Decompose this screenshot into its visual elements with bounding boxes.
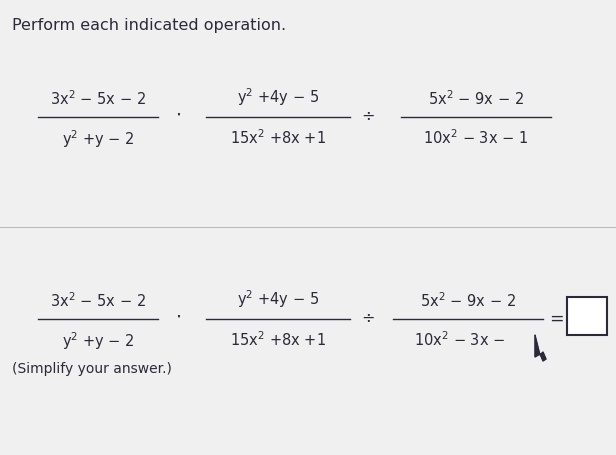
Text: $\cdot$: $\cdot$ [175, 104, 181, 123]
Text: y$^2$ +4y $-$ 5: y$^2$ +4y $-$ 5 [237, 288, 319, 309]
Text: 10x$^2$ $-$ 3x $-$: 10x$^2$ $-$ 3x $-$ [415, 329, 506, 348]
Text: $\div$: $\div$ [361, 310, 375, 325]
Text: Perform each indicated operation.: Perform each indicated operation. [12, 18, 286, 33]
Bar [567, 298, 607, 335]
Text: 3x$^2$ $-$ 5x $-$ 2: 3x$^2$ $-$ 5x $-$ 2 [50, 291, 146, 309]
Text: (Simplify your answer.): (Simplify your answer.) [12, 361, 172, 375]
Text: 5x$^2$ $-$ 9x $-$ 2: 5x$^2$ $-$ 9x $-$ 2 [420, 291, 516, 309]
Text: y$^2$ +y $-$ 2: y$^2$ +y $-$ 2 [62, 329, 134, 351]
Text: $\div$: $\div$ [361, 108, 375, 123]
Text: 3x$^2$ $-$ 5x $-$ 2: 3x$^2$ $-$ 5x $-$ 2 [50, 89, 146, 108]
Text: $=$: $=$ [546, 308, 564, 326]
Text: $\cdot$: $\cdot$ [175, 306, 181, 325]
Text: y$^2$ +4y $-$ 5: y$^2$ +4y $-$ 5 [237, 86, 319, 108]
Text: 15x$^2$ +8x +1: 15x$^2$ +8x +1 [230, 128, 326, 147]
Text: 5x$^2$ $-$ 9x $-$ 2: 5x$^2$ $-$ 9x $-$ 2 [428, 89, 524, 108]
Text: y$^2$ +y $-$ 2: y$^2$ +y $-$ 2 [62, 128, 134, 149]
Text: 15x$^2$ +8x +1: 15x$^2$ +8x +1 [230, 329, 326, 348]
Polygon shape [535, 335, 546, 361]
Text: 10x$^2$ $-$ 3x $-$ 1: 10x$^2$ $-$ 3x $-$ 1 [423, 128, 529, 147]
